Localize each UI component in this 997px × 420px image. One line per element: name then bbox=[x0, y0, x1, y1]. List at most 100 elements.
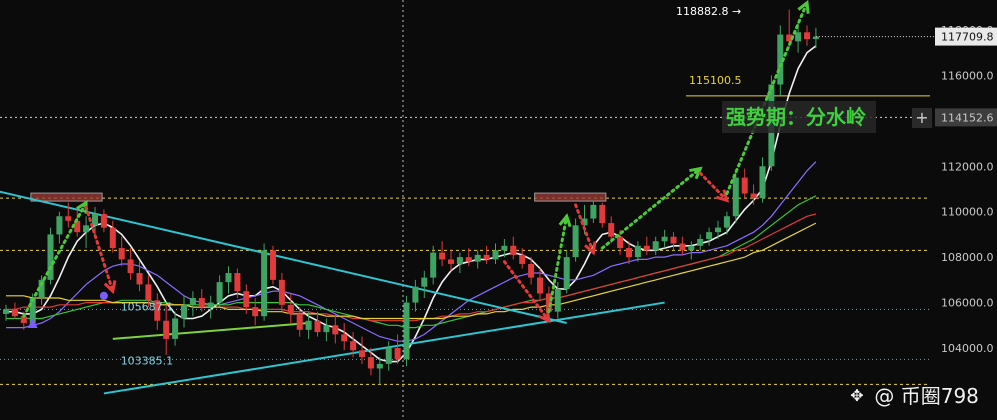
candle-body-87 bbox=[777, 34, 784, 85]
candle-body-77 bbox=[688, 245, 695, 251]
candle-body-67 bbox=[599, 204, 606, 224]
trend-arrow-line-0 bbox=[22, 201, 88, 318]
moving-average-1 bbox=[6, 161, 817, 342]
candle-body-84 bbox=[750, 193, 757, 199]
candle-body-60 bbox=[537, 277, 543, 294]
price-tick-label-0: 104000.0 bbox=[941, 342, 994, 355]
logo-diamond-icon: ✥ bbox=[850, 386, 864, 405]
candle-body-66 bbox=[590, 204, 597, 219]
price-tick-label-2: 108000.0 bbox=[941, 251, 994, 264]
candle-body-35 bbox=[314, 320, 321, 333]
candle-body-61 bbox=[545, 293, 552, 312]
candle-body-45 bbox=[403, 302, 410, 360]
candle-body-56 bbox=[501, 245, 508, 251]
trend-arrow-line-6 bbox=[698, 171, 729, 202]
candle-body-82 bbox=[732, 177, 739, 217]
candle-body-69 bbox=[617, 236, 624, 249]
candle-body-32 bbox=[287, 304, 294, 314]
candle-body-68 bbox=[608, 223, 615, 237]
candle-body-8 bbox=[74, 220, 81, 233]
candle-body-64 bbox=[572, 225, 579, 258]
trend-arrow-line-2 bbox=[502, 260, 551, 323]
resistance-box-1 bbox=[534, 192, 607, 202]
candle-body-11 bbox=[100, 213, 107, 228]
watermark: ✥ @ 币圈798 bbox=[846, 380, 979, 409]
candle-body-38 bbox=[341, 334, 348, 342]
candle-body-91 bbox=[812, 36, 819, 40]
candle-body-40 bbox=[359, 350, 365, 358]
candle-body-83 bbox=[741, 177, 748, 194]
candle-body-16 bbox=[145, 284, 152, 301]
candle-body-48 bbox=[430, 252, 437, 278]
candle-body-58 bbox=[519, 254, 526, 264]
signal-marker-triangle bbox=[27, 318, 38, 329]
candle-body-37 bbox=[332, 325, 339, 335]
candle-body-21 bbox=[189, 298, 196, 305]
candle-body-25 bbox=[225, 273, 232, 283]
candle-body-39 bbox=[350, 341, 357, 351]
candle-body-29 bbox=[261, 250, 268, 317]
candle-body-57 bbox=[510, 245, 517, 255]
candle-body-73 bbox=[652, 241, 659, 251]
candle-body-24 bbox=[216, 282, 223, 303]
candle-body-6 bbox=[56, 216, 63, 235]
candle-body-34 bbox=[305, 320, 312, 330]
candle-body-1 bbox=[11, 309, 18, 317]
candle-body-88 bbox=[786, 34, 793, 42]
trend-arrow-head-1 bbox=[103, 280, 117, 295]
candle-body-90 bbox=[804, 32, 810, 40]
trend-arrow-line-7 bbox=[725, 1, 809, 196]
trend-arrow-line-5 bbox=[600, 167, 702, 250]
candle-body-22 bbox=[198, 298, 205, 308]
crosshair-price-tag bbox=[935, 108, 997, 127]
candle-body-0 bbox=[3, 309, 9, 314]
candle-body-59 bbox=[528, 263, 535, 278]
candle-body-5 bbox=[47, 234, 54, 280]
candle-body-51 bbox=[456, 257, 463, 264]
candle-body-36 bbox=[323, 325, 330, 333]
trend-arrow-head-4 bbox=[584, 241, 597, 256]
candle-body-80 bbox=[715, 227, 721, 233]
price-tick-label-1: 106000.0 bbox=[941, 297, 994, 310]
candle-body-54 bbox=[483, 254, 490, 260]
candle-body-50 bbox=[448, 259, 454, 264]
candle-body-52 bbox=[465, 257, 472, 262]
candle-body-26 bbox=[234, 273, 241, 292]
candle-body-62 bbox=[554, 288, 561, 312]
add-level-button[interactable]: + bbox=[912, 108, 932, 128]
candle-body-2 bbox=[20, 316, 27, 324]
resistance-box-0 bbox=[30, 192, 103, 202]
candle-body-47 bbox=[421, 277, 428, 287]
price-annotation-1: 103385.1 bbox=[121, 354, 174, 367]
candle-body-14 bbox=[127, 259, 134, 274]
high-marker-label: 118882.8 → bbox=[676, 5, 741, 18]
candle-body-71 bbox=[634, 245, 641, 258]
trendline-1 bbox=[103, 301, 665, 395]
last-price-label: 117709.8 bbox=[941, 31, 994, 44]
candle-body-33 bbox=[296, 313, 303, 330]
candle-body-12 bbox=[109, 227, 116, 249]
trendline-2 bbox=[112, 322, 309, 340]
candle-body-42 bbox=[376, 363, 383, 369]
candle-body-46 bbox=[412, 286, 419, 303]
candle-body-65 bbox=[581, 218, 588, 226]
candle-body-53 bbox=[474, 254, 481, 262]
candle-body-7 bbox=[65, 216, 72, 221]
candle-body-9 bbox=[83, 225, 90, 233]
candle-body-17 bbox=[154, 300, 161, 321]
candle-body-81 bbox=[723, 216, 730, 228]
price-tick-label-6: 116000.0 bbox=[941, 69, 994, 82]
price-annotation-0: 105687.1 bbox=[121, 300, 174, 313]
candle-body-63 bbox=[563, 257, 570, 289]
signal-marker-circle bbox=[99, 291, 108, 300]
price-tick-label-3: 110000.0 bbox=[941, 206, 994, 219]
candle-body-79 bbox=[706, 232, 713, 239]
candle-body-15 bbox=[136, 273, 143, 285]
moving-average-4 bbox=[6, 222, 817, 320]
candle-body-10 bbox=[92, 213, 98, 226]
candle-body-55 bbox=[492, 250, 499, 260]
candle-body-43 bbox=[385, 348, 392, 364]
candle-body-72 bbox=[643, 245, 650, 251]
